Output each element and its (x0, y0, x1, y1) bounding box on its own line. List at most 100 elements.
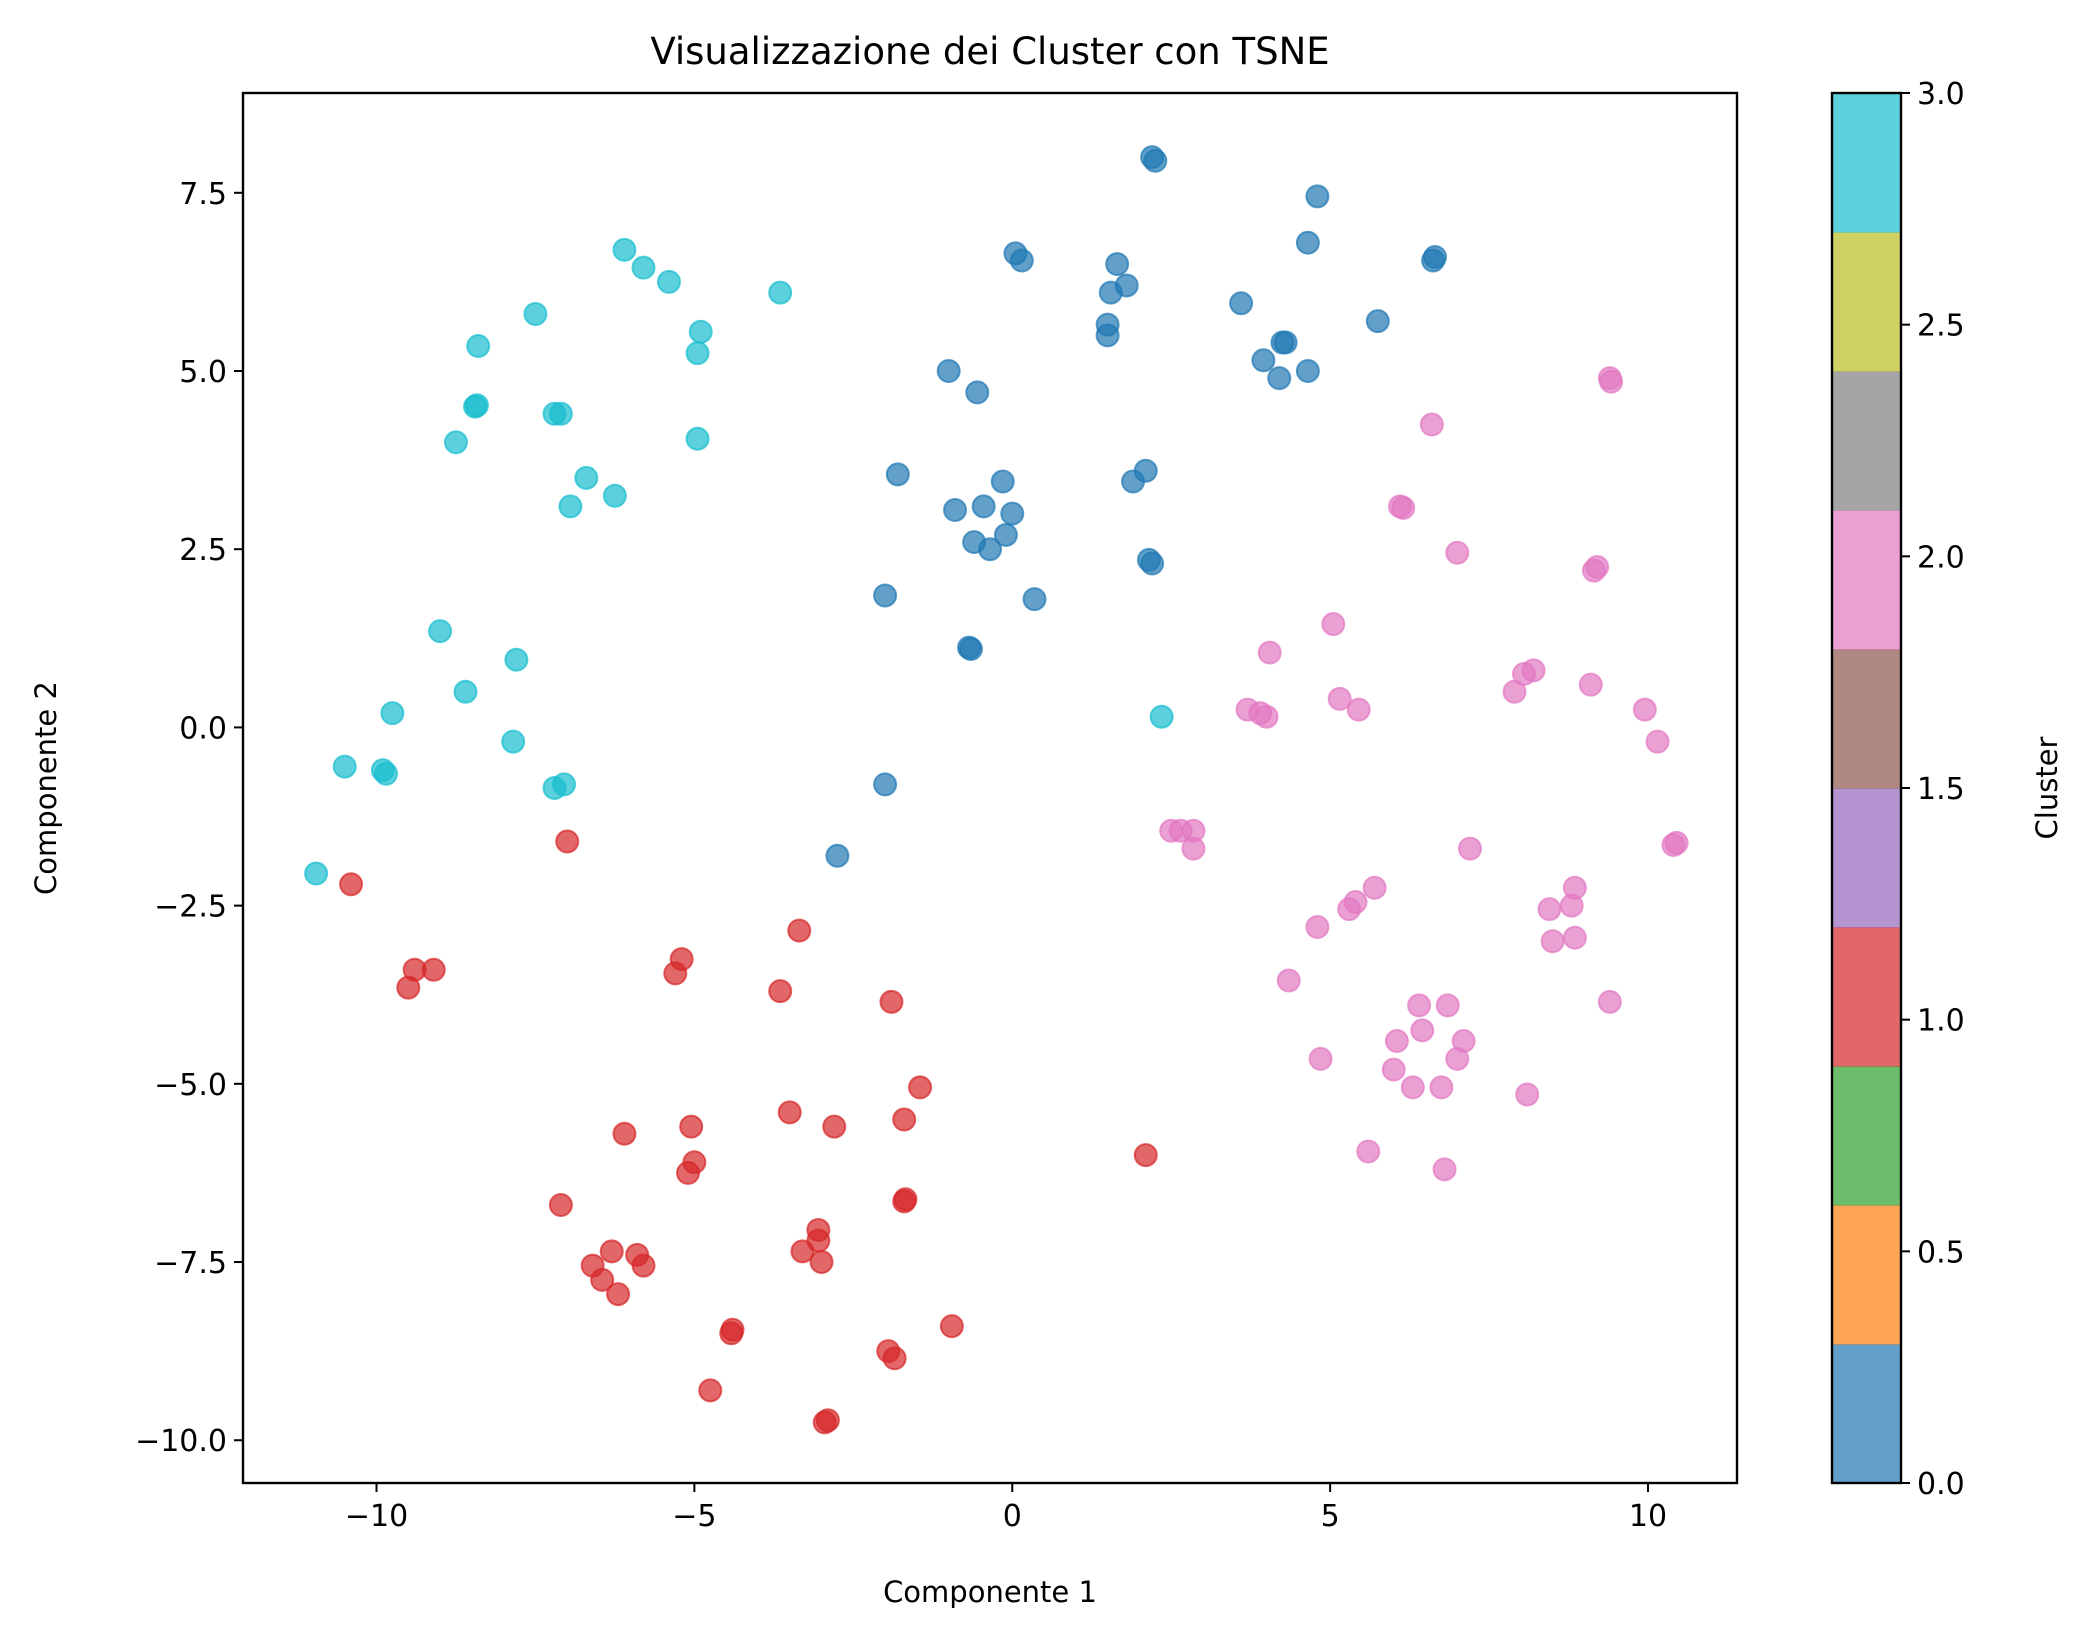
cluster-2-point-19 (1632, 697, 1657, 722)
cluster-1-point-3 (421, 957, 446, 982)
cluster-1-point-13 (679, 1114, 704, 1139)
cluster-0-point-33 (1140, 551, 1165, 576)
colorbar-segment-7 (1832, 371, 1901, 511)
colorbar-ticks: 0.0 0.5 1.0 1.5 2.0 2.5 3.0 (1901, 77, 1965, 1502)
colorbar-tick-label: 1.0 (1917, 1004, 1965, 1039)
cluster-2-point-44 (1308, 1046, 1333, 1071)
cluster-1-point-9 (879, 989, 904, 1014)
cluster-0-point-7 (1009, 248, 1034, 273)
cluster-0-point-38 (873, 772, 898, 797)
plot-frame (241, 91, 1739, 1485)
cluster-0-point-22 (885, 462, 910, 487)
cluster-2-point-46 (1381, 1057, 1406, 1082)
y-tick-label: 7.5 (179, 177, 227, 212)
cluster-3-point-24 (374, 761, 399, 786)
cluster-3-point-28 (1149, 704, 1174, 729)
y-tick-label: −5.0 (154, 1068, 227, 1103)
colorbar-tick-label: 0.0 (1917, 1467, 1965, 1502)
cluster-0-point-27 (971, 494, 996, 519)
cluster-3-point-20 (380, 701, 405, 726)
cluster-2-point-18 (1254, 704, 1279, 729)
cluster-1-point-24 (790, 1239, 815, 1264)
cluster-2-point-27 (1664, 830, 1689, 855)
cluster-3-point-14 (574, 465, 599, 490)
cluster-1-point-31 (606, 1282, 631, 1307)
cluster-3-point-12 (685, 426, 710, 451)
x-tick-label: 5 (1321, 1499, 1340, 1534)
cluster-0-point-30 (978, 537, 1002, 562)
cluster-2-point-25 (1457, 836, 1482, 861)
cluster-2-point-37 (1276, 968, 1301, 993)
cluster-3-point-3 (768, 280, 793, 305)
cluster-1-point-26 (599, 1239, 624, 1264)
cluster-0-point-23 (990, 469, 1015, 494)
y-tick-label: −10.0 (135, 1424, 227, 1459)
cluster-2-point-9 (1257, 640, 1282, 665)
scatter-points (304, 145, 1689, 1435)
cluster-2-point-13 (1578, 672, 1603, 697)
cluster-2-point-41 (1410, 1018, 1435, 1043)
x-axis-ticks: −10 −5 0 5 10 (345, 1483, 1667, 1534)
cluster-2-point-1 (1599, 369, 1624, 394)
colorbar-segment-5 (1832, 649, 1901, 789)
cluster-1-point-14 (822, 1114, 847, 1139)
y-tick-label: −7.5 (154, 1246, 227, 1281)
colorbar-segment-1 (1832, 1205, 1901, 1345)
colorbar-tick-label: 1.5 (1917, 772, 1965, 807)
cluster-0-point-1 (1143, 148, 1168, 173)
cluster-0-point-16 (965, 380, 990, 405)
colorbar-tick-label: 2.5 (1917, 309, 1965, 344)
cluster-1-point-10 (908, 1075, 933, 1100)
cluster-0-point-25 (1133, 458, 1158, 483)
cluster-1-point-0 (555, 829, 580, 854)
cluster-3-point-4 (523, 301, 548, 326)
cluster-2-point-39 (1435, 993, 1460, 1018)
colorbar-tick-label: 3.0 (1917, 77, 1965, 112)
cluster-3-point-6 (685, 341, 710, 366)
cluster-0-point-2 (1305, 184, 1330, 209)
cluster-2-point-36 (1540, 929, 1565, 954)
cluster-0-point-35 (1022, 587, 1047, 612)
x-tick-label: −10 (345, 1499, 408, 1534)
cluster-2-point-30 (1337, 897, 1362, 922)
cluster-1-point-20 (893, 1187, 918, 1212)
cluster-0-point-15 (936, 359, 961, 383)
cluster-3-point-18 (504, 647, 529, 672)
cluster-3-point-22 (332, 754, 357, 779)
cluster-1-point-5 (787, 918, 812, 943)
cluster-2-point-28 (1362, 875, 1387, 900)
x-axis-label: Componente 1 (883, 1575, 1097, 1609)
colorbar-segment-9 (1832, 93, 1901, 233)
cluster-0-point-3 (1295, 230, 1320, 255)
cluster-0-point-18 (1270, 330, 1295, 355)
cluster-1-point-12 (892, 1107, 917, 1132)
cluster-2-point-20 (1645, 729, 1670, 754)
cluster-2-point-42 (1384, 1029, 1409, 1054)
cluster-1-point-8 (768, 979, 793, 1004)
cluster-1-point-34 (939, 1314, 964, 1339)
cluster-1-point-18 (1133, 1143, 1158, 1168)
cluster-3-point-9 (464, 393, 489, 418)
cluster-1-point-29 (631, 1253, 656, 1278)
cluster-2-point-34 (1305, 915, 1330, 939)
cluster-1-point-7 (663, 961, 688, 986)
cluster-1-point-30 (590, 1267, 615, 1292)
y-tick-label: 2.5 (179, 533, 227, 568)
x-tick-label: −5 (672, 1499, 716, 1534)
colorbar (1832, 93, 1901, 1484)
cluster-2-point-35 (1562, 925, 1587, 950)
y-tick-label: 5.0 (179, 355, 227, 390)
cluster-2-point-14 (1327, 686, 1352, 711)
cluster-2-point-5 (1445, 540, 1470, 565)
cluster-0-point-10 (1114, 273, 1139, 298)
cluster-0-point-31 (993, 522, 1018, 547)
x-tick-label: 10 (1629, 1499, 1667, 1534)
cluster-2-point-2 (1419, 412, 1444, 437)
cluster-2-point-7 (1585, 555, 1610, 580)
cluster-1-point-25 (809, 1250, 834, 1275)
cluster-0-point-5 (1421, 248, 1446, 273)
cluster-0-point-12 (1365, 309, 1390, 334)
colorbar-segment-8 (1832, 232, 1901, 372)
cluster-3-point-13 (443, 430, 468, 455)
cluster-2-point-40 (1597, 989, 1622, 1014)
